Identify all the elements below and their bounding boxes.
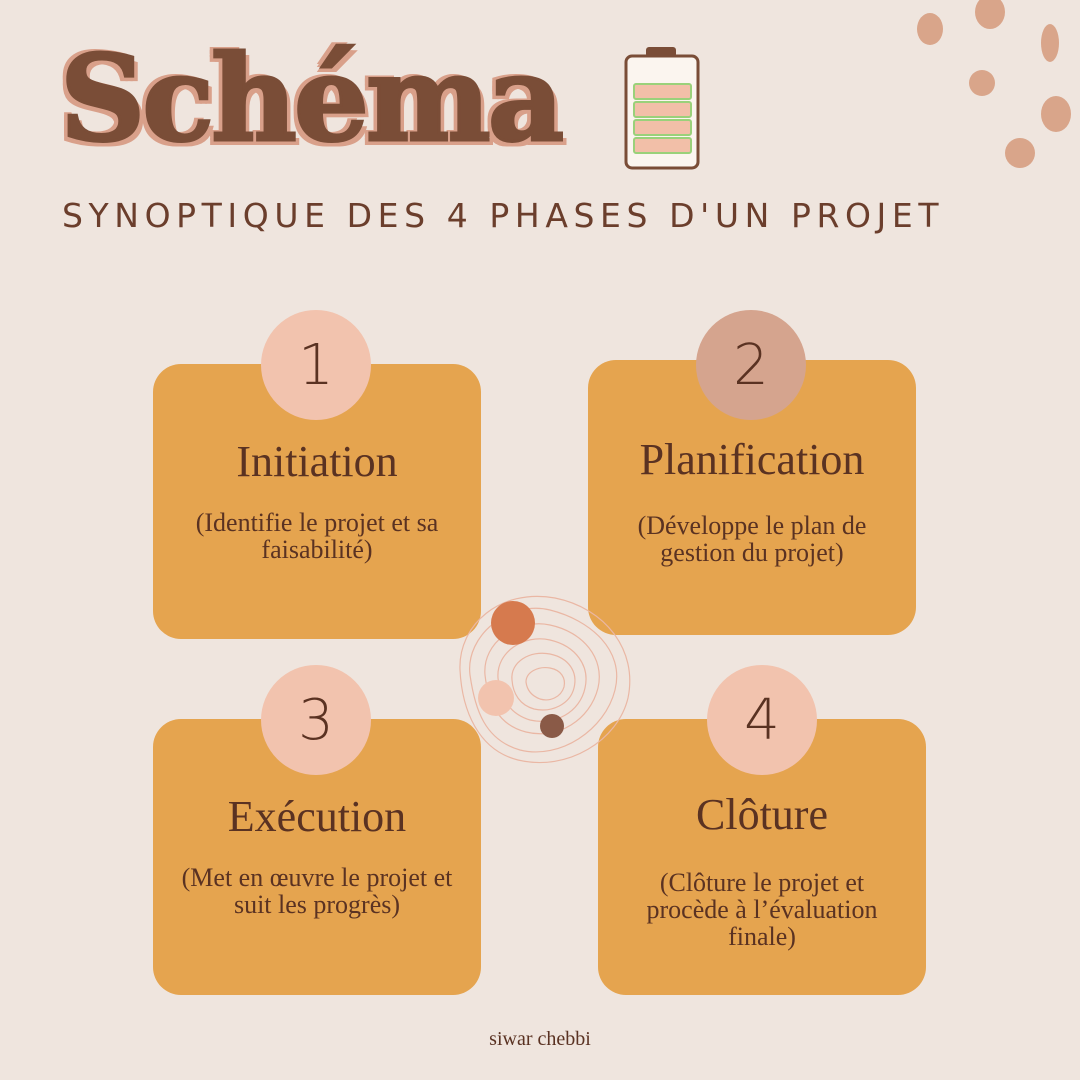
- brown-dot: [540, 714, 564, 738]
- title: Schéma: [58, 29, 565, 168]
- phase-description: (Clôture le projet et procède à l’évalua…: [646, 868, 878, 951]
- phase-number-badge: 1: [261, 310, 371, 420]
- phase-title: Initiation: [236, 437, 398, 486]
- phase-title: Clôture: [696, 790, 828, 839]
- phase-title: Exécution: [227, 792, 407, 841]
- orange-dot: [491, 601, 535, 645]
- author-credit: siwar chebbi: [489, 1028, 591, 1050]
- phase-description: (Met en œuvre le projet et suit les prog…: [181, 863, 453, 919]
- phase-card-initiation: Initiation (Identifie le projet et sa fa…: [153, 364, 481, 639]
- phase-card-cloture: Clôture (Clôture le projet et procède à …: [598, 719, 926, 995]
- decorative-dots: [917, 0, 1071, 168]
- phase-card-execution: Exécution (Met en œuvre le projet et sui…: [153, 719, 481, 995]
- phase-title: Planification: [639, 435, 865, 484]
- phase-number-badge: 3: [261, 665, 371, 775]
- phase-description: (Identifie le projet et sa faisabilité): [195, 508, 439, 564]
- subtitle: SYNOPTIQUE DES 4 PHASES D'UN PROJET: [62, 196, 945, 235]
- battery-icon: [624, 47, 700, 170]
- phase-number-badge: 4: [707, 665, 817, 775]
- phase-description: (Développe le plan de gestion du projet): [637, 511, 867, 567]
- phase-number-badge: 2: [696, 310, 806, 420]
- abstract-circles-decoration: [459, 595, 631, 764]
- pink-dot: [478, 680, 514, 716]
